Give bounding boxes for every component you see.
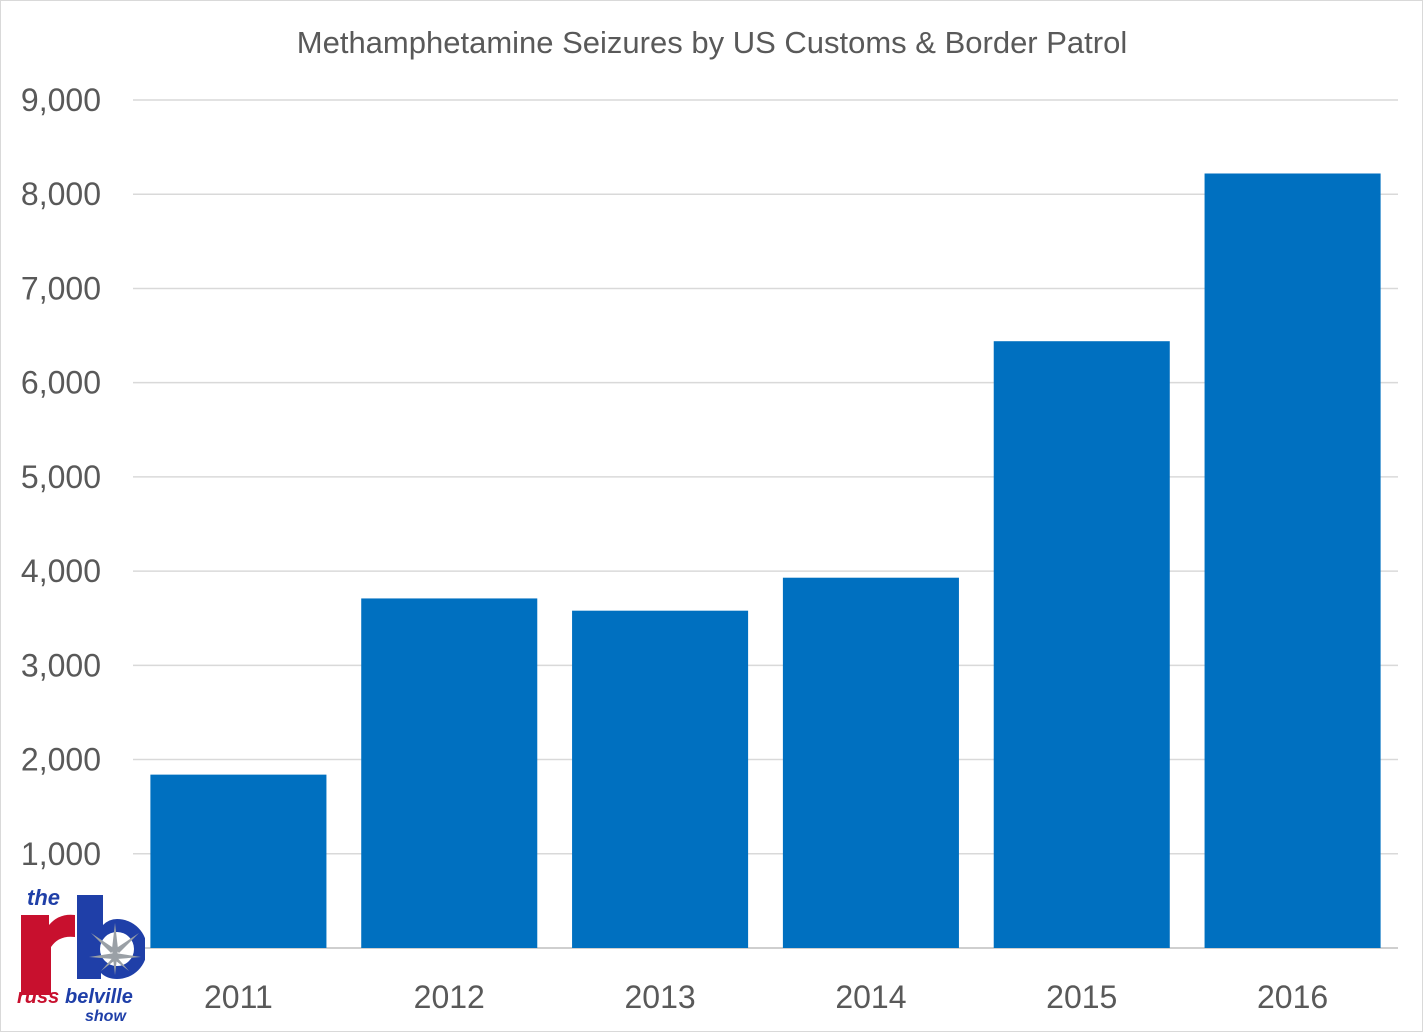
logo-belville: belville bbox=[65, 986, 133, 1008]
x-tick-label: 2011 bbox=[204, 979, 273, 1015]
bars bbox=[150, 173, 1381, 949]
bar-2013 bbox=[572, 610, 749, 948]
bar-2014 bbox=[782, 577, 959, 948]
y-tick-label: 7,000 bbox=[21, 270, 101, 306]
y-tick-label: 5,000 bbox=[21, 459, 101, 495]
x-axis-ticks: 2011 2012 2013 2014 2015 2016 bbox=[204, 979, 1328, 1015]
x-tick-label: 2012 bbox=[414, 979, 485, 1015]
logo-show: show bbox=[85, 1008, 127, 1025]
y-axis-ticks: 1,000 2,000 3,000 4,000 5,000 6,000 7,000 8,000… bbox=[21, 82, 101, 872]
y-tick-label: 2,000 bbox=[21, 742, 101, 778]
chart-title: Methamphetamine Seizures by US Customs &… bbox=[297, 25, 1127, 60]
y-tick-label: 9,000 bbox=[21, 82, 101, 118]
logo-the: the bbox=[27, 885, 60, 910]
y-tick-label: 8,000 bbox=[21, 176, 101, 212]
gridlines bbox=[133, 99, 1398, 949]
cannabis-leaf-icon bbox=[89, 923, 141, 975]
bar-2012 bbox=[361, 598, 538, 948]
y-tick-label: 6,000 bbox=[21, 365, 101, 401]
x-tick-label: 2014 bbox=[835, 979, 906, 1015]
russ-belville-show-logo: the russ belville show bbox=[17, 885, 145, 1025]
bar-2016 bbox=[1204, 173, 1381, 948]
logo-r-shape bbox=[21, 914, 75, 995]
y-tick-label: 3,000 bbox=[21, 647, 101, 683]
y-tick-label: 1,000 bbox=[21, 836, 101, 872]
y-tick-label: 4,000 bbox=[21, 553, 101, 589]
x-tick-label: 2013 bbox=[624, 979, 695, 1015]
x-tick-label: 2016 bbox=[1257, 979, 1328, 1015]
x-tick-label: 2015 bbox=[1046, 979, 1117, 1015]
bar-2011 bbox=[150, 774, 327, 948]
logo-russ: russ bbox=[17, 986, 59, 1008]
bar-2015 bbox=[993, 341, 1170, 949]
